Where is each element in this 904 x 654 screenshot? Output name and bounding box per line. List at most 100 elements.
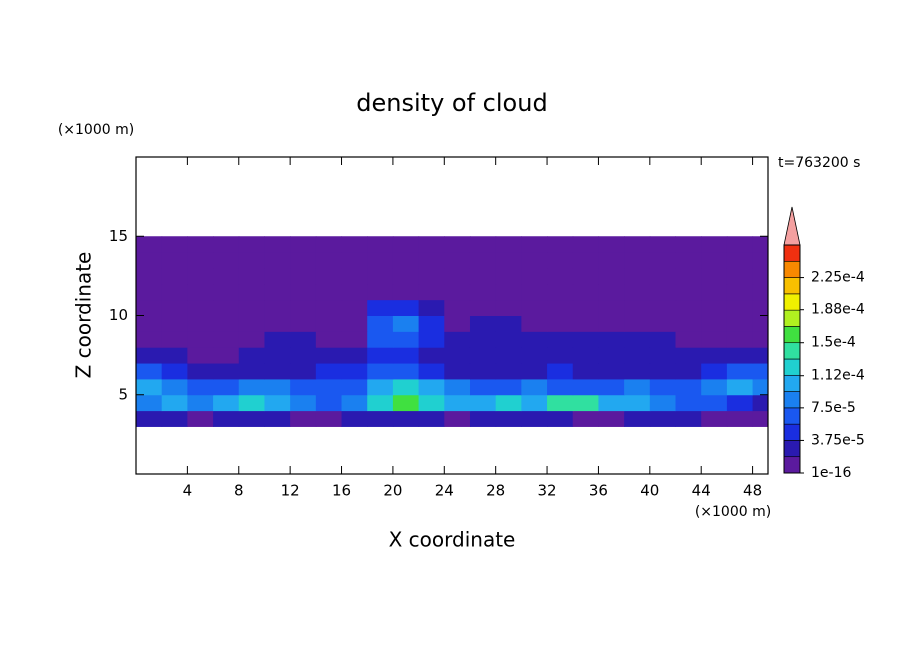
- field-cell: [315, 363, 343, 380]
- field-cell: [264, 363, 291, 380]
- field-cell: [547, 347, 574, 364]
- field-cell: [469, 283, 497, 301]
- field-cell: [726, 363, 754, 380]
- field-cell: [495, 252, 522, 269]
- field-cell: [469, 315, 497, 332]
- field-cell: [213, 363, 240, 380]
- field-cell: [572, 363, 599, 380]
- field-cell: [675, 347, 702, 364]
- field-cell: [187, 236, 214, 253]
- field-cell: [521, 363, 548, 380]
- field-cell: [136, 267, 163, 285]
- field-cell: [315, 299, 343, 316]
- field-cell: [752, 410, 768, 427]
- field-cell: [418, 315, 445, 332]
- field-cell: [213, 236, 240, 253]
- field-cell: [213, 378, 240, 396]
- field-cell: [264, 236, 291, 253]
- field-cell: [521, 299, 548, 316]
- field-cell: [469, 363, 497, 380]
- field-cell: [136, 331, 163, 348]
- field-cell: [675, 410, 702, 427]
- field-cell: [649, 347, 677, 364]
- field-cell: [290, 236, 317, 253]
- field-cell: [598, 315, 625, 332]
- field-cell: [752, 378, 768, 396]
- field-cell: [547, 331, 574, 348]
- field-cell: [726, 331, 754, 348]
- field-cell: [187, 331, 214, 348]
- colorbar-tick-label: 1.5e-4: [811, 335, 856, 351]
- field-cell: [290, 363, 317, 380]
- field-cell: [290, 252, 317, 269]
- field-cell: [752, 267, 768, 285]
- field-cell: [315, 394, 343, 412]
- field-cell: [341, 283, 368, 301]
- chart-title: density of cloud: [356, 89, 547, 117]
- field-cell: [701, 236, 728, 253]
- field-cell: [726, 267, 754, 285]
- field-cell: [418, 410, 445, 427]
- field-cell: [649, 363, 677, 380]
- field-cell: [752, 347, 768, 364]
- field-cell: [290, 315, 317, 332]
- field-cell: [238, 394, 265, 412]
- field-cell: [392, 236, 420, 253]
- field-cell: [521, 267, 548, 285]
- field-cell: [547, 315, 574, 332]
- field-cell: [444, 378, 471, 396]
- field-cell: [649, 378, 677, 396]
- field-cell: [290, 378, 317, 396]
- field-cell: [624, 331, 651, 348]
- colorbar-tick-label: 2.25e-4: [811, 270, 865, 286]
- field-cell: [752, 315, 768, 332]
- field-cell: [418, 236, 445, 253]
- y-tick-label: 10: [109, 306, 128, 324]
- field-cell: [213, 299, 240, 316]
- x-tick-label: 48: [743, 482, 762, 500]
- field-cell: [521, 283, 548, 301]
- field-cell: [341, 331, 368, 348]
- field-cell: [392, 410, 420, 427]
- field-cell: [624, 410, 651, 427]
- colorbar-swatch: [783, 423, 801, 441]
- field-cell: [238, 267, 265, 285]
- field-cell: [136, 410, 163, 427]
- field-cell: [495, 331, 522, 348]
- field-cell: [752, 363, 768, 380]
- y-axis-label: Z coordinate: [72, 252, 96, 379]
- field-cell: [547, 394, 574, 412]
- field-cell: [341, 299, 368, 316]
- field-cell: [136, 283, 163, 301]
- field-cell: [264, 378, 291, 396]
- field-cell: [444, 315, 471, 332]
- field-cell: [444, 252, 471, 269]
- colorbar-swatch: [783, 277, 801, 295]
- field-cell: [701, 299, 728, 316]
- field-cell: [341, 410, 368, 427]
- field-cell: [752, 299, 768, 316]
- field-cell: [290, 331, 317, 348]
- field-cell: [367, 315, 394, 332]
- field-cell: [315, 378, 343, 396]
- field-cell: [598, 299, 625, 316]
- field-cell: [264, 394, 291, 412]
- field-cell: [649, 394, 677, 412]
- field-cell: [752, 283, 768, 301]
- field-cell: [444, 267, 471, 285]
- field-cell: [469, 347, 497, 364]
- field-cell: [341, 378, 368, 396]
- field-cell: [418, 378, 445, 396]
- field-cell: [495, 267, 522, 285]
- field-cell: [161, 315, 188, 332]
- field-cell: [675, 283, 702, 301]
- colorbar-tick-label: 1.88e-4: [811, 302, 865, 318]
- y-tick-label: 15: [109, 227, 128, 245]
- field-cell: [547, 378, 574, 396]
- field-cell: [136, 363, 163, 380]
- field-cell: [624, 267, 651, 285]
- colorbar-extension: [783, 206, 801, 246]
- field-cell: [495, 283, 522, 301]
- field-cell: [598, 267, 625, 285]
